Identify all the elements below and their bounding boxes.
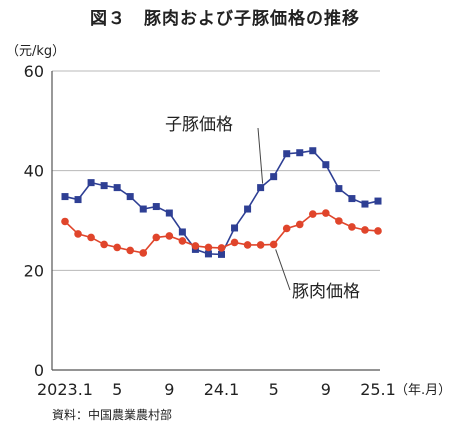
- data-point-piglet: [100, 182, 108, 190]
- leader-line-pork: [275, 249, 291, 291]
- data-point-pork: [243, 241, 252, 249]
- data-point-piglet: [335, 185, 343, 193]
- data-point-pork: [87, 233, 95, 242]
- data-point-pork: [256, 241, 265, 249]
- data-point-pork: [178, 237, 187, 245]
- data-point-piglet: [178, 228, 186, 236]
- data-point-piglet: [74, 196, 82, 204]
- x-tick-label: 2023.1: [37, 380, 93, 399]
- chart-title: 図３ 豚肉および子豚価格の推移: [90, 9, 360, 29]
- series-label-pork: 豚肉価格: [292, 282, 360, 302]
- x-tick-label: 9: [164, 380, 174, 399]
- data-point-pork: [269, 240, 278, 249]
- data-point-pork: [191, 242, 200, 250]
- series-label-piglet: 子豚価格: [165, 115, 233, 135]
- data-point-piglet: [204, 250, 212, 258]
- series: [61, 147, 382, 258]
- data-point-pork: [230, 238, 239, 247]
- data-point-piglet: [244, 205, 252, 213]
- data-point-pork: [295, 220, 304, 229]
- data-point-pork: [74, 230, 82, 238]
- x-tick-label: 25.1: [360, 380, 396, 399]
- data-point-piglet: [361, 200, 369, 208]
- data-point-piglet: [322, 161, 330, 169]
- data-point-piglet: [126, 193, 134, 201]
- data-point-pork: [126, 246, 135, 255]
- data-point-pork: [113, 243, 121, 252]
- data-point-piglet: [296, 149, 304, 157]
- y-tick-labels: 0 20 40 60: [24, 62, 44, 380]
- y-axis-unit-label: （元/kg）: [6, 44, 66, 59]
- data-point-pork: [322, 209, 330, 217]
- data-point-piglet: [257, 184, 265, 192]
- data-point-piglet: [165, 209, 173, 217]
- data-point-piglet: [348, 195, 356, 203]
- y-tick-label: 0: [34, 361, 44, 380]
- data-point-pork: [308, 210, 317, 218]
- data-point-pork: [139, 249, 148, 257]
- y-tick-label: 60: [24, 62, 44, 81]
- x-tick-labels: 2023.1 5 9 24.1 5 9 25.1 （年.月）: [37, 380, 450, 399]
- data-point-pork: [204, 243, 213, 252]
- data-point-pork: [100, 240, 108, 249]
- data-point-pork: [61, 217, 69, 226]
- data-point-piglet: [231, 224, 239, 232]
- data-point-piglet: [87, 179, 95, 187]
- data-point-pork: [152, 233, 161, 242]
- y-tick-label: 40: [24, 162, 44, 181]
- data-point-pork: [217, 244, 226, 252]
- data-point-piglet: [309, 147, 317, 155]
- x-tick-label: 9: [321, 380, 331, 399]
- data-point-piglet: [152, 203, 160, 211]
- data-point-piglet: [113, 184, 121, 192]
- data-point-piglet: [218, 250, 225, 258]
- data-point-pork: [165, 232, 174, 240]
- data-point-pork: [335, 217, 343, 225]
- data-point-piglet: [61, 193, 69, 201]
- x-tick-label: 5: [269, 380, 279, 399]
- y-tick-label: 20: [24, 261, 44, 280]
- data-point-piglet: [270, 173, 278, 181]
- source-note: 資料：中国農業農村部: [52, 408, 173, 422]
- data-point-pork: [348, 223, 356, 231]
- data-point-piglet: [139, 205, 147, 213]
- data-point-pork: [282, 224, 291, 233]
- data-point-piglet: [374, 197, 382, 205]
- x-axis-unit-label: （年.月）: [395, 383, 450, 398]
- data-point-pork: [374, 227, 382, 235]
- data-point-pork: [361, 226, 369, 234]
- leader-line-piglet: [257, 127, 264, 184]
- x-tick-label: 5: [112, 380, 122, 399]
- data-point-piglet: [283, 150, 291, 158]
- x-tick-label: 24.1: [204, 380, 240, 399]
- gridlines: [52, 70, 380, 371]
- series-line-piglet: [64, 149, 379, 256]
